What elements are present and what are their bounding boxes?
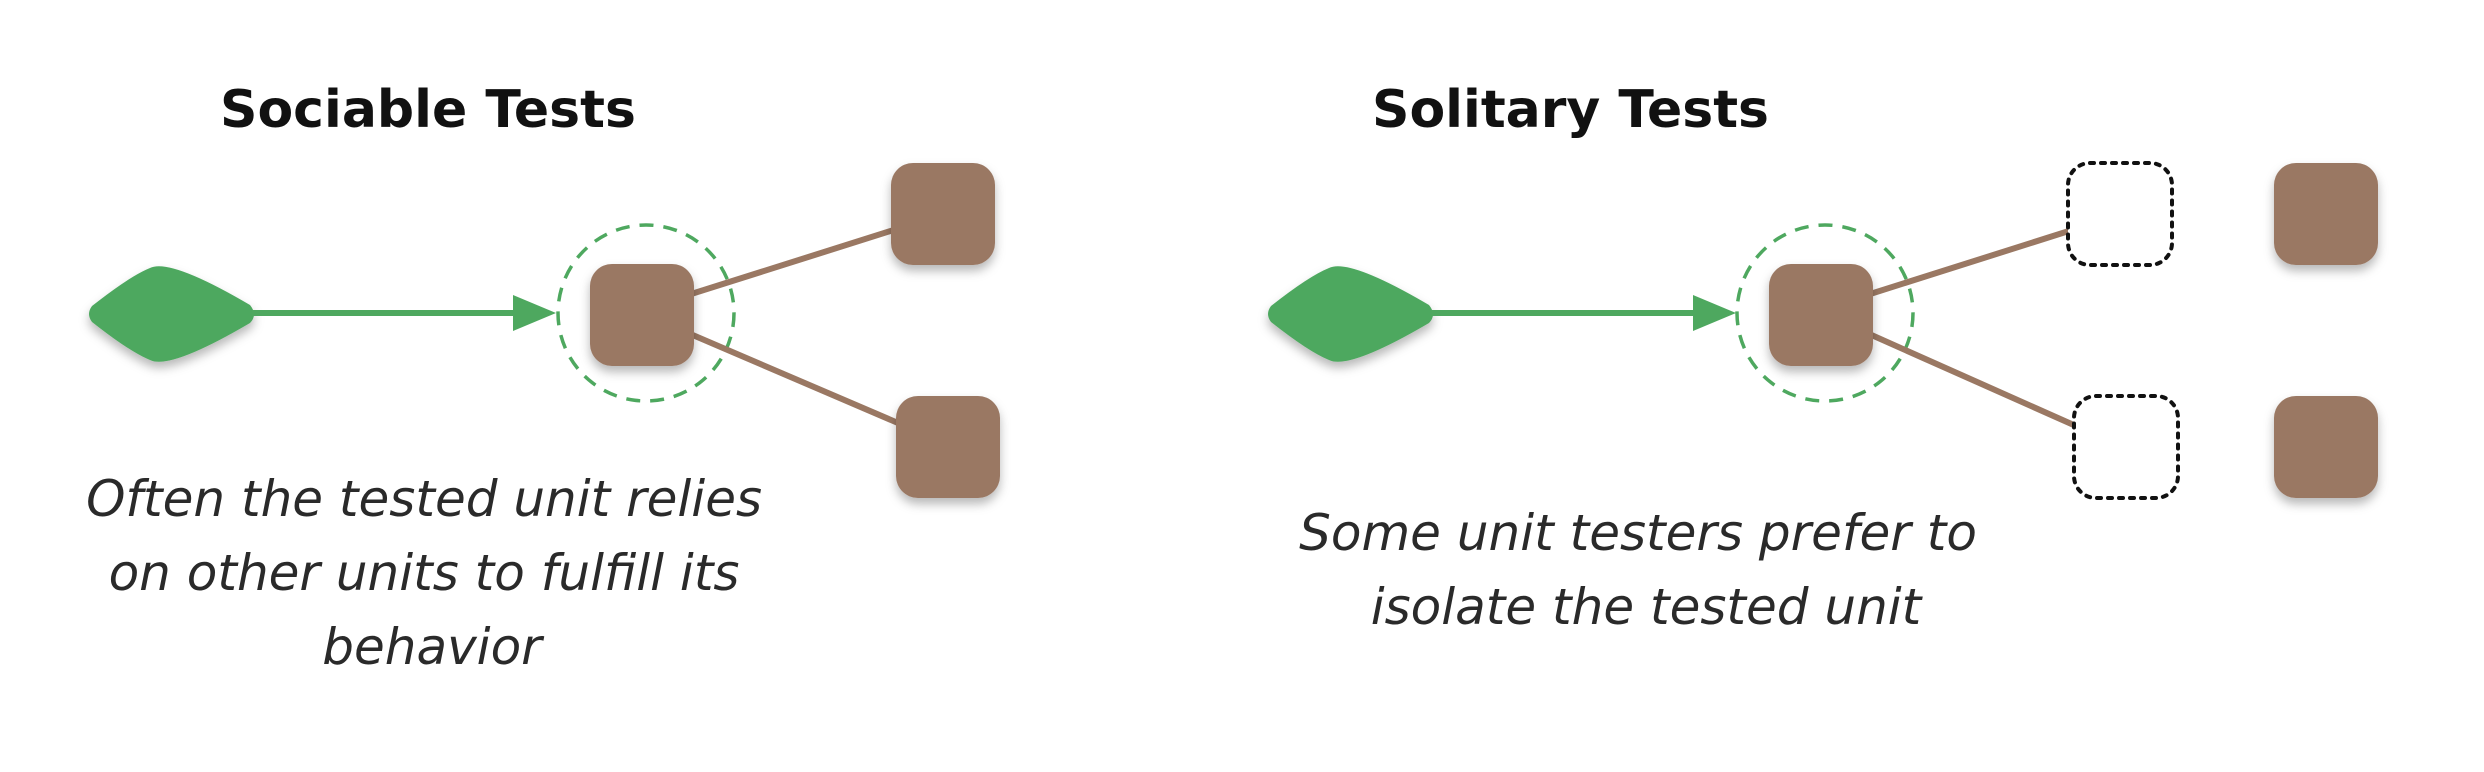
solitary-test-diamond	[1268, 266, 1433, 362]
sociable-caption-line: Often the tested unit relies	[86, 470, 762, 528]
sociable-test-diamond	[89, 266, 254, 362]
sociable-collaborator-lower	[896, 396, 1000, 498]
solitary-test-double-upper	[2066, 161, 2174, 267]
sociable-connector-lower	[686, 330, 907, 429]
sociable-caption-line: on other units to fulfill its	[109, 544, 740, 602]
solitary-caption-line: isolate the tested unit	[1371, 578, 1924, 636]
sociable-caption: Often the tested unit relies on other un…	[86, 470, 778, 676]
solitary-caption-line: Some unit testers prefer to	[1299, 504, 1977, 562]
solitary-collaborator-lower	[2274, 396, 2378, 498]
sociable-tests-title: Sociable Tests	[220, 80, 636, 140]
solitary-caption: Some unit testers prefer to isolate the …	[1299, 504, 1993, 636]
sociable-connector-upper	[687, 225, 901, 298]
solitary-focus-ring	[1735, 223, 1915, 403]
solitary-test-double-lower	[2072, 394, 2180, 500]
solitary-test-arrowhead	[1693, 295, 1736, 331]
solitary-connector-upper	[1866, 227, 2073, 298]
sociable-test-arrowhead	[513, 295, 556, 331]
sociable-tested-unit	[590, 264, 694, 366]
sociable-caption-line: behavior	[322, 618, 545, 676]
solitary-tests-title: Solitary Tests	[1372, 80, 1769, 140]
sociable-tests-panel: Sociable Tests Often the tested unit rel…	[86, 80, 1000, 676]
sociable-collaborator-upper	[891, 163, 995, 265]
solitary-tests-panel: Solitary Tests Some unit testers prefer …	[1268, 80, 2378, 636]
solitary-tested-unit	[1769, 264, 1873, 366]
solitary-collaborator-upper	[2274, 163, 2378, 265]
sociable-focus-ring	[556, 223, 736, 403]
solitary-connector-lower	[1865, 330, 2078, 429]
